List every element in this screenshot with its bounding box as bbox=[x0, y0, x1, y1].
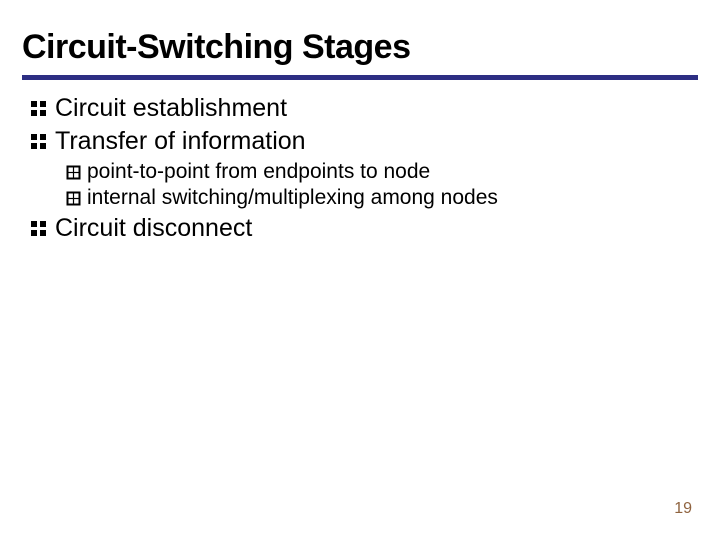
title-rule bbox=[22, 75, 698, 80]
hollow-square-icon bbox=[66, 165, 81, 180]
bullet-level2: internal switching/multiplexing among no… bbox=[66, 186, 698, 210]
bullet-text: Transfer of information bbox=[55, 127, 306, 156]
quad-square-icon bbox=[30, 220, 47, 237]
bullet-text: Circuit establishment bbox=[55, 94, 287, 123]
slide-title: Circuit-Switching Stages bbox=[22, 28, 698, 73]
bullet-text: Circuit disconnect bbox=[55, 214, 252, 243]
page-number: 19 bbox=[674, 500, 692, 518]
bullet-level1: Circuit establishment bbox=[30, 94, 698, 123]
bullet-level1: Transfer of information bbox=[30, 127, 698, 156]
sub-bullet-group: point-to-point from endpoints to node in… bbox=[30, 160, 698, 210]
slide-content: Circuit establishment Transfer of inform… bbox=[22, 90, 698, 243]
sub-bullet-text: point-to-point from endpoints to node bbox=[87, 160, 430, 184]
slide: Circuit-Switching Stages Circuit establi… bbox=[0, 0, 720, 540]
hollow-square-icon bbox=[66, 191, 81, 206]
quad-square-icon bbox=[30, 100, 47, 117]
sub-bullet-text: internal switching/multiplexing among no… bbox=[87, 186, 498, 210]
bullet-level1: Circuit disconnect bbox=[30, 214, 698, 243]
quad-square-icon bbox=[30, 133, 47, 150]
bullet-level2: point-to-point from endpoints to node bbox=[66, 160, 698, 184]
